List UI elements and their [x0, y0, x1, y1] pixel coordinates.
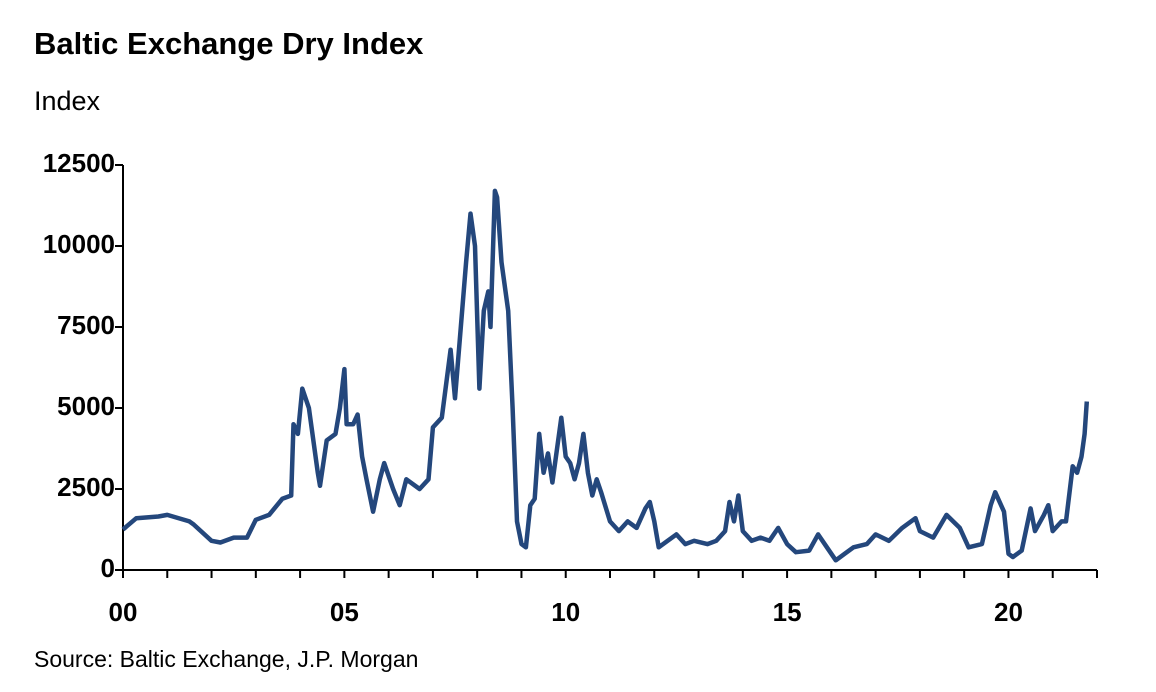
y-tick-label: 5000: [57, 391, 115, 421]
chart-subtitle: Index: [34, 86, 101, 116]
x-tick-label: 10: [551, 597, 580, 627]
y-tick-label: 2500: [57, 472, 115, 502]
x-tick-label: 05: [330, 597, 359, 627]
x-tick-label: 15: [773, 597, 802, 627]
source-note: Source: Baltic Exchange, J.P. Morgan: [34, 646, 418, 672]
data-line: [121, 188, 1090, 563]
y-tick-label: 0: [101, 553, 115, 583]
y-tick-label: 12500: [43, 148, 115, 178]
x-tick-label: 00: [109, 597, 138, 627]
x-tick-label: 20: [994, 597, 1023, 627]
y-tick-label: 7500: [57, 310, 115, 340]
chart-title: Baltic Exchange Dry Index: [34, 26, 424, 61]
y-tick-label: 10000: [43, 229, 115, 259]
